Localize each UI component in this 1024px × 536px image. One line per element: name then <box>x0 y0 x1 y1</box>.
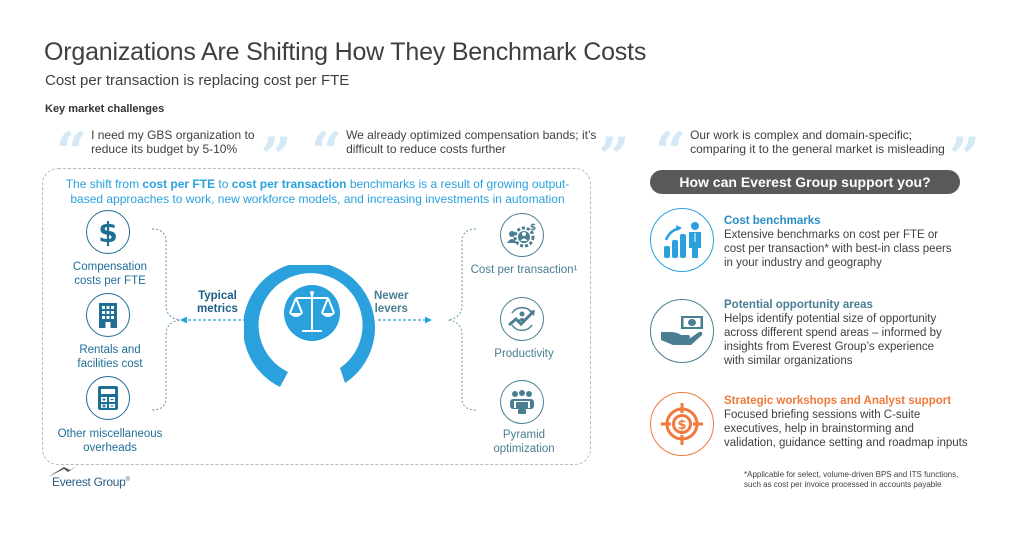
page-title: Organizations Are Shifting How They Benc… <box>44 38 647 66</box>
page-subtitle: Cost per transaction is replacing cost p… <box>45 72 350 89</box>
lever-label-productivity: Productivity <box>494 348 554 360</box>
newer-levers-label: Newer levers <box>374 290 409 315</box>
metric-overheads <box>86 376 130 420</box>
quote-text-line: difficult to reduce costs further <box>346 142 506 156</box>
hand-money-icon <box>650 299 714 363</box>
service-opportunity-areas <box>650 299 714 363</box>
head-balance-scale-icon <box>242 261 380 395</box>
everest-group-logo: Everest Group® <box>48 465 130 489</box>
typical-metrics-label: Typical metrics <box>197 290 238 315</box>
metric-rentals <box>86 293 130 337</box>
svg-text:$: $ <box>677 418 686 433</box>
service-cost-benchmarks <box>650 208 714 272</box>
key-challenges-label: Key market challenges <box>45 103 165 115</box>
growth-chart-person-icon <box>650 208 714 272</box>
shift-diagram-frame <box>42 168 591 465</box>
lever-pyramid <box>500 380 544 424</box>
challenge-quote-3: “ Our work is complex and domain-specifi… <box>655 118 980 184</box>
quote-text-line: I need my GBS organization to <box>91 128 255 142</box>
support-heading: How can Everest Group support you? <box>650 170 960 194</box>
footnote: *Applicable for select, volume-driven BP… <box>744 470 959 489</box>
quote-text-line: Our work is complex and domain-specific; <box>690 128 913 142</box>
service-strategic-workshops: $ <box>650 392 714 456</box>
team-pyramid-icon <box>500 380 544 424</box>
target-dollar-icon: $ <box>650 392 714 456</box>
service-text-cost-benchmarks: Cost benchmarks Extensive benchmarks on … <box>724 215 952 269</box>
svg-text:$: $ <box>530 223 536 233</box>
service-text-strategic-workshops: Strategic workshops and Analyst support … <box>724 395 968 449</box>
lever-productivity <box>500 297 544 341</box>
quote-text-line: comparing it to the general market is mi… <box>690 142 945 156</box>
lever-cost-per-transaction: $ <box>500 213 544 257</box>
productivity-trend-icon <box>500 297 544 341</box>
metric-label-compensation: Compensation costs per FTE <box>72 261 148 287</box>
building-icon <box>86 293 130 337</box>
calculator-icon <box>86 376 130 420</box>
dollar-icon: $ <box>86 210 130 254</box>
quote-text-line: We already optimized compensation bands;… <box>346 128 597 142</box>
metric-compensation: $ <box>86 210 130 254</box>
metric-label-rentals: Rentals and facilities cost <box>77 344 143 370</box>
lever-label-pyramid: Pyramid optimization <box>493 429 555 455</box>
svg-text:$: $ <box>98 217 117 247</box>
service-text-opportunity-areas: Potential opportunity areas Helps identi… <box>724 299 942 367</box>
lever-label-cost-per-transaction: Cost per transaction¹ <box>470 264 578 276</box>
gear-people-dollar-icon: $ <box>500 213 544 257</box>
metric-label-overheads: Other miscellaneous overheads <box>57 428 163 454</box>
quote-text-line: reduce its budget by 5-10% <box>91 142 238 156</box>
shift-explanation: The shift from cost per FTE to cost per … <box>65 177 570 206</box>
